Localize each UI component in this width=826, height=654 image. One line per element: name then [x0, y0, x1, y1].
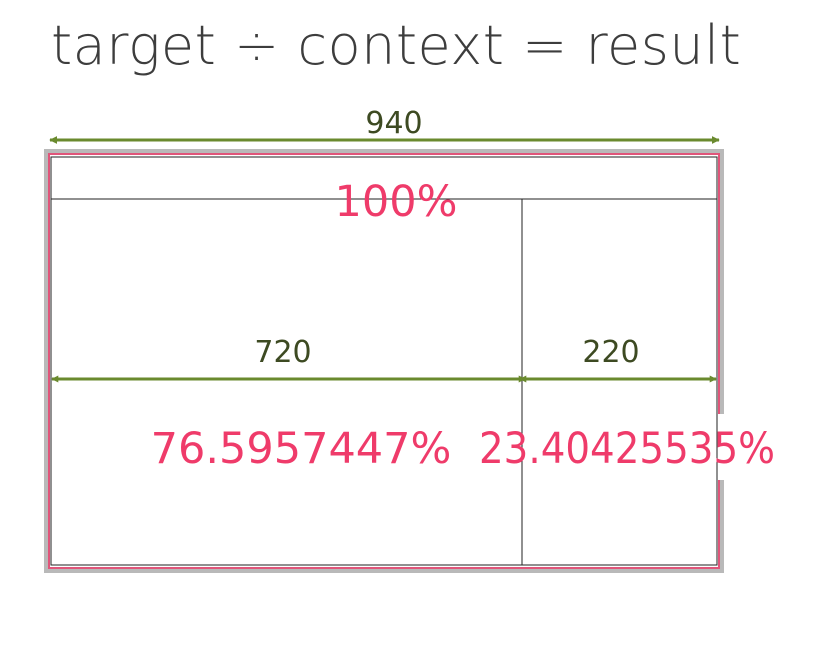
container-inner-frame: [48, 153, 720, 569]
main-width-label: 720: [254, 335, 311, 370]
side-width-label: 220: [582, 335, 639, 370]
side-percent-backing: [718, 414, 726, 480]
main-percent-label: 76.5957447%: [151, 424, 452, 474]
side-percent-label: 23.40425535%: [479, 424, 775, 474]
container-outer-frame: [44, 149, 724, 573]
page-title: target ÷ context = result: [51, 14, 742, 77]
total-width-label: 940: [365, 106, 422, 141]
total-percent-label: 100%: [335, 177, 458, 227]
